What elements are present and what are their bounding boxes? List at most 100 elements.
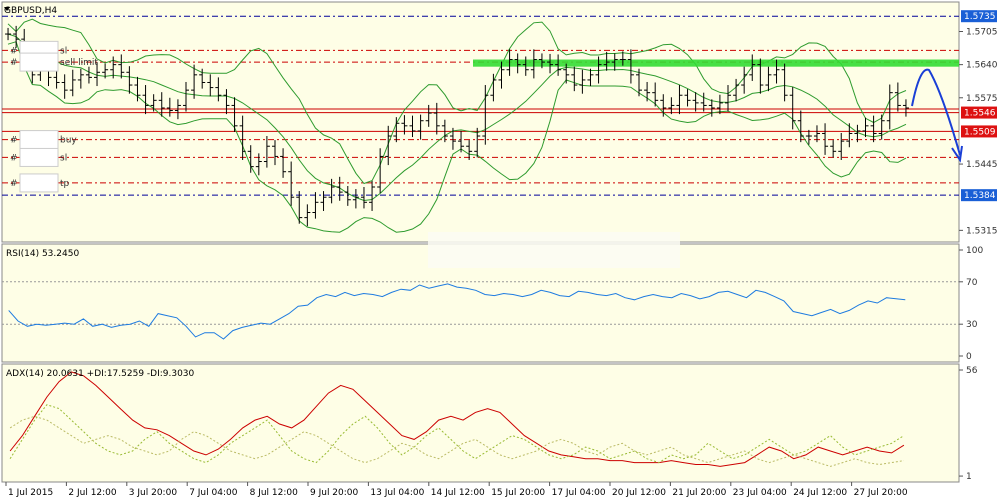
candle[interactable] xyxy=(223,89,230,115)
candle[interactable] xyxy=(611,53,618,71)
candle[interactable] xyxy=(247,145,254,173)
candle[interactable] xyxy=(538,53,545,69)
candle[interactable] xyxy=(199,68,206,89)
candle[interactable] xyxy=(781,63,788,102)
candle[interactable] xyxy=(207,74,214,97)
candle[interactable] xyxy=(644,81,651,102)
candle[interactable] xyxy=(102,63,109,79)
candle[interactable] xyxy=(724,85,731,112)
candle[interactable] xyxy=(263,136,270,168)
candle[interactable] xyxy=(312,192,319,219)
candle[interactable] xyxy=(514,53,521,74)
candle[interactable] xyxy=(352,189,359,209)
adx-pane[interactable]: 56 1 ADX(14) 20.0631 +DI:17.5259 -DI:9.30… xyxy=(6,366,978,482)
candle[interactable] xyxy=(61,74,68,99)
candle[interactable] xyxy=(466,140,473,160)
candle[interactable] xyxy=(174,99,181,120)
candle[interactable] xyxy=(158,92,165,117)
candle[interactable] xyxy=(571,66,578,92)
candle[interactable] xyxy=(344,185,351,206)
candle[interactable] xyxy=(530,49,537,79)
candle[interactable] xyxy=(433,102,440,135)
candle[interactable] xyxy=(458,130,465,153)
candles[interactable] xyxy=(5,25,909,227)
candle[interactable] xyxy=(255,153,262,176)
candle[interactable] xyxy=(134,76,141,102)
candle[interactable] xyxy=(126,66,133,94)
candle[interactable] xyxy=(797,110,804,143)
candle[interactable] xyxy=(288,161,295,206)
candle[interactable] xyxy=(490,73,497,102)
dropdown-triangle-icon[interactable] xyxy=(4,7,10,11)
candle[interactable] xyxy=(579,69,586,94)
candle[interactable] xyxy=(700,92,707,112)
candle[interactable] xyxy=(822,123,829,155)
candle[interactable] xyxy=(280,148,287,178)
candle[interactable] xyxy=(69,69,76,97)
candle[interactable] xyxy=(603,51,610,71)
candle[interactable] xyxy=(684,89,691,107)
candle[interactable] xyxy=(110,56,117,79)
candle[interactable] xyxy=(660,94,667,117)
candle[interactable] xyxy=(902,99,909,117)
candle[interactable] xyxy=(522,56,529,76)
candle[interactable] xyxy=(183,81,190,112)
candle[interactable] xyxy=(474,127,481,158)
candle[interactable] xyxy=(854,124,861,143)
candle[interactable] xyxy=(498,61,505,89)
candle[interactable] xyxy=(813,125,820,143)
candle[interactable] xyxy=(409,115,416,138)
candle[interactable] xyxy=(805,129,812,145)
candle[interactable] xyxy=(231,97,238,132)
candle[interactable] xyxy=(886,84,893,130)
candle[interactable] xyxy=(668,97,675,115)
candle[interactable] xyxy=(773,59,780,84)
candle[interactable] xyxy=(385,125,392,166)
candle[interactable] xyxy=(716,94,723,115)
candle[interactable] xyxy=(271,140,278,166)
candle[interactable] xyxy=(336,176,343,201)
candle[interactable] xyxy=(369,180,376,211)
candle[interactable] xyxy=(749,54,756,81)
candle[interactable] xyxy=(166,97,173,117)
candle[interactable] xyxy=(85,66,92,84)
candle[interactable] xyxy=(627,49,634,84)
candle[interactable] xyxy=(741,66,748,94)
candle[interactable] xyxy=(53,71,60,89)
candle[interactable] xyxy=(118,54,125,79)
candle[interactable] xyxy=(789,87,796,130)
candle[interactable] xyxy=(13,25,20,48)
candle[interactable] xyxy=(320,191,327,211)
candle[interactable] xyxy=(215,77,222,102)
candle[interactable] xyxy=(878,114,885,140)
candle[interactable] xyxy=(150,94,157,112)
candle[interactable] xyxy=(595,56,602,84)
candle[interactable] xyxy=(676,85,683,115)
candle[interactable] xyxy=(733,78,740,102)
candle[interactable] xyxy=(652,82,659,107)
candle[interactable] xyxy=(636,68,643,97)
candle[interactable] xyxy=(304,204,311,227)
candle[interactable] xyxy=(191,64,198,99)
candle[interactable] xyxy=(757,58,764,94)
candle[interactable] xyxy=(765,66,772,92)
candle[interactable] xyxy=(830,140,837,158)
candle[interactable] xyxy=(77,68,84,89)
candle[interactable] xyxy=(563,63,570,84)
candle[interactable] xyxy=(360,187,367,209)
candle[interactable] xyxy=(506,49,513,76)
candle[interactable] xyxy=(894,82,901,112)
candle[interactable] xyxy=(708,99,715,117)
candle[interactable] xyxy=(692,92,699,112)
candle[interactable] xyxy=(393,117,400,143)
candle[interactable] xyxy=(547,53,554,74)
candle[interactable] xyxy=(846,123,853,148)
candle[interactable] xyxy=(328,178,335,204)
candle[interactable] xyxy=(870,115,877,143)
candle[interactable] xyxy=(482,85,489,145)
candle[interactable] xyxy=(619,51,626,66)
candle[interactable] xyxy=(296,191,303,224)
candle[interactable] xyxy=(587,68,594,87)
candle[interactable] xyxy=(555,54,562,76)
